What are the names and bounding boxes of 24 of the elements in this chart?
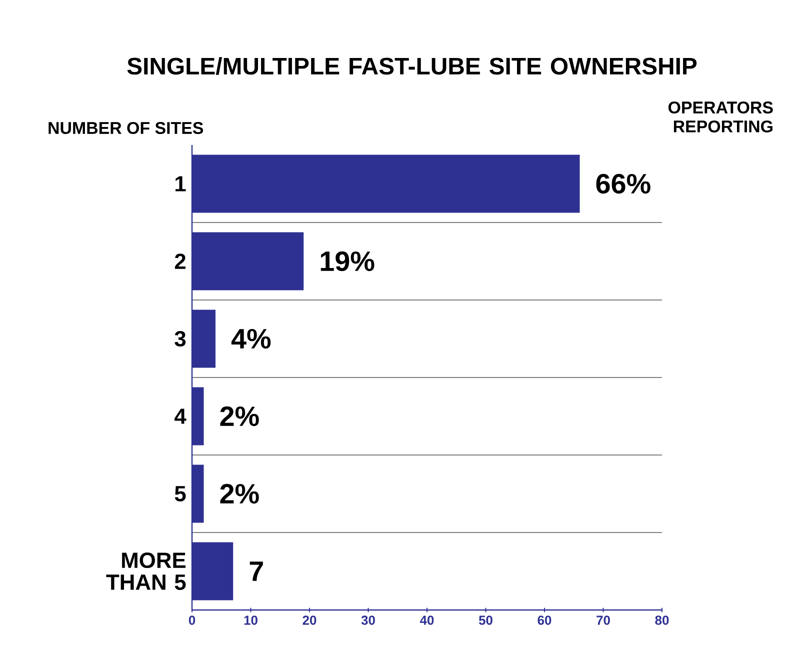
data-label: 2% <box>220 406 259 426</box>
chart-title: SINGLE/MULTIPLE FAST-LUBE SITE OWNERSHIP <box>127 57 697 75</box>
x-tick-label: 60 <box>538 616 552 625</box>
data-label: 2% <box>220 484 259 504</box>
y-tick-label: 5 <box>174 486 186 502</box>
data-label: 4% <box>231 328 271 349</box>
text: OPERATORS REPORTING <box>668 102 773 132</box>
x-tick-label: 70 <box>596 616 610 625</box>
x-tick-label: 50 <box>478 616 492 625</box>
y-tick-label: 1 <box>176 176 186 192</box>
y-tick-label: 4 <box>174 408 186 424</box>
y-tick-label: 3 <box>174 330 186 347</box>
x-tick-label: 80 <box>655 616 669 625</box>
data-label: 19% <box>320 251 374 272</box>
y-tick-label: 2 <box>174 254 186 269</box>
y-tick-label: MORE THAN 5 <box>106 552 186 590</box>
x-tick-label: 10 <box>244 616 258 625</box>
y-axis-title: NUMBER OF SITES <box>48 122 204 134</box>
x-tick-label: 40 <box>420 616 434 625</box>
x-tick-label: 20 <box>302 616 316 625</box>
x-tick-label: 0 <box>188 616 196 625</box>
x-tick-label: 30 <box>361 616 375 625</box>
data-label: 66% <box>596 174 650 194</box>
data-label: 7 <box>250 562 263 581</box>
